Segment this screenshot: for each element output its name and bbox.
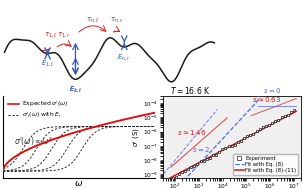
Y-axis label: $\sigma'(\omega)$: $\sigma'(\omega)$ — [0, 126, 2, 148]
Text: $\tau_{n,r}$: $\tau_{n,r}$ — [110, 15, 124, 24]
Y-axis label: $\sigma'$ (S): $\sigma'$ (S) — [132, 127, 143, 147]
Legend: Experiment, Fit with Eq. (8), Fit with Eq. (8)-(11): Experiment, Fit with Eq. (8), Fit with E… — [233, 154, 298, 175]
Text: $T=16.6$ K: $T=16.6$ K — [170, 85, 210, 96]
X-axis label: $\omega$: $\omega$ — [74, 179, 84, 188]
Text: $E_{n,\ell}$: $E_{n,\ell}$ — [69, 84, 82, 94]
Text: $\tau_{n,\ell}$: $\tau_{n,\ell}$ — [86, 15, 100, 24]
Text: $s=0$: $s=0$ — [263, 86, 282, 95]
Legend: Expected $\sigma'(\omega)$, $\sigma'_i(\omega)$ with $E_i$: Expected $\sigma'(\omega)$, $\sigma'_i(\… — [6, 98, 70, 122]
Text: $s\approx1.46$: $s\approx1.46$ — [177, 128, 206, 137]
Text: $\sigma'(\omega) \propto \omega^s$: $\sigma'(\omega) \propto \omega^s$ — [14, 135, 53, 146]
Text: $s=2$: $s=2$ — [192, 145, 209, 154]
Text: $E_{1,\ell}$: $E_{1,\ell}$ — [41, 58, 54, 68]
Text: $\tau_{1,r}$: $\tau_{1,r}$ — [57, 30, 71, 39]
Text: $s\approx0.63$: $s\approx0.63$ — [252, 95, 282, 104]
Text: $\tau_{1,\ell}$: $\tau_{1,\ell}$ — [44, 30, 57, 39]
Text: $E_{n,r}$: $E_{n,r}$ — [117, 52, 131, 62]
Text: $E_{1,r}$: $E_{1,r}$ — [69, 84, 82, 94]
